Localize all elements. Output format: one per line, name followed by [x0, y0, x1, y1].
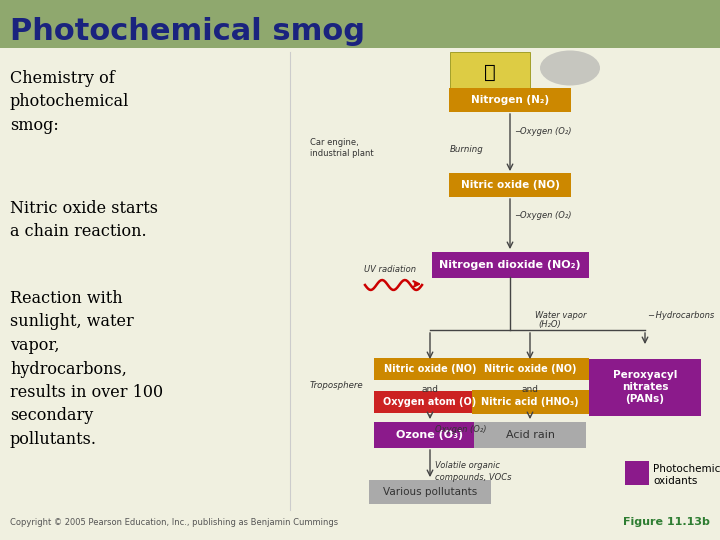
Text: Nitric oxide (NO): Nitric oxide (NO) [484, 364, 576, 374]
FancyBboxPatch shape [474, 422, 586, 448]
Text: Water vapor: Water vapor [535, 310, 587, 320]
FancyBboxPatch shape [374, 422, 486, 448]
Text: Nitric oxide starts
a chain reaction.: Nitric oxide starts a chain reaction. [10, 200, 158, 240]
FancyBboxPatch shape [374, 391, 486, 413]
Text: compounds, VOCs: compounds, VOCs [435, 472, 511, 482]
Text: and: and [521, 384, 539, 394]
Text: Oxygen (O₂): Oxygen (O₂) [435, 426, 487, 435]
Text: Photochemical smog: Photochemical smog [10, 17, 365, 46]
Text: 🚗: 🚗 [484, 63, 496, 82]
Text: Troposphere: Troposphere [310, 381, 364, 389]
Text: and: and [421, 384, 438, 394]
Text: Reaction with
sunlight, water
vapor,
hydrocarbons,
results in over 100
secondary: Reaction with sunlight, water vapor, hyd… [10, 290, 163, 448]
Text: Figure 11.13b: Figure 11.13b [623, 517, 710, 527]
FancyBboxPatch shape [449, 88, 571, 112]
Text: Volatile organic: Volatile organic [435, 461, 500, 469]
Text: Nitric acid (HNO₃): Nitric acid (HNO₃) [481, 397, 579, 407]
Text: Nitric oxide (NO): Nitric oxide (NO) [384, 364, 476, 374]
Bar [450, 52, 530, 92]
Text: Photochemical
oxidants: Photochemical oxidants [653, 464, 720, 486]
Text: Copyright © 2005 Pearson Education, Inc., publishing as Benjamin Cummings: Copyright © 2005 Pearson Education, Inc.… [10, 518, 338, 527]
Text: Oxygen atom (O): Oxygen atom (O) [383, 397, 477, 407]
FancyBboxPatch shape [449, 173, 571, 197]
FancyBboxPatch shape [589, 359, 701, 415]
Ellipse shape [540, 51, 600, 85]
Text: Ozone (O₃): Ozone (O₃) [397, 430, 464, 440]
Text: ─ Hydrocarbons: ─ Hydrocarbons [648, 310, 714, 320]
FancyBboxPatch shape [374, 358, 486, 380]
Bar [625, 461, 649, 485]
Text: Nitrogen dioxide (NO₂): Nitrogen dioxide (NO₂) [439, 260, 581, 270]
Text: ─Oxygen (O₂): ─Oxygen (O₂) [515, 127, 572, 137]
FancyBboxPatch shape [431, 252, 588, 278]
Text: Peroxyacyl
nitrates
(PANs): Peroxyacyl nitrates (PANs) [613, 370, 678, 403]
FancyBboxPatch shape [472, 358, 588, 380]
Text: (H₂O): (H₂O) [538, 321, 561, 329]
FancyBboxPatch shape [472, 390, 588, 414]
Text: Various pollutants: Various pollutants [383, 487, 477, 497]
Bar [0, 0, 720, 48]
Text: UV radiation: UV radiation [364, 266, 416, 274]
Text: Nitric oxide (NO): Nitric oxide (NO) [461, 180, 559, 190]
FancyBboxPatch shape [369, 480, 491, 504]
Text: Acid rain: Acid rain [505, 430, 554, 440]
Text: ─Oxygen (O₂): ─Oxygen (O₂) [515, 211, 572, 219]
Text: Car engine,
industrial plant: Car engine, industrial plant [310, 138, 374, 158]
Text: Nitrogen (N₂): Nitrogen (N₂) [471, 95, 549, 105]
Text: Burning: Burning [450, 145, 484, 154]
Text: Chemistry of
photochemical
smog:: Chemistry of photochemical smog: [10, 70, 130, 134]
